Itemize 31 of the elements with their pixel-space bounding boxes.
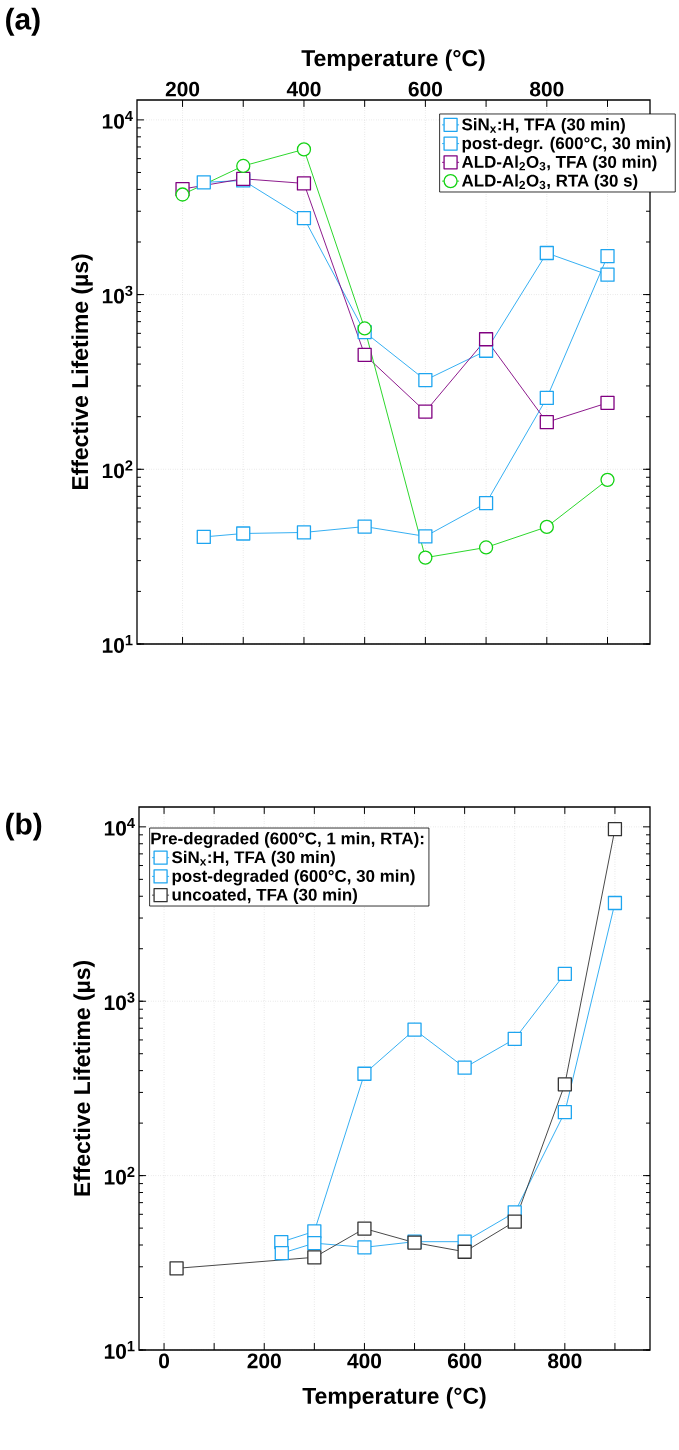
y-tick-label: 10$^{4}$ [102,110,133,129]
legend-label: uncoated, TFA (30 min) [172,888,357,905]
x-tick-label: 200 [165,81,200,97]
x-tick-label: 400 [347,1353,382,1369]
y-axis-title: Effective Lifetime (µs) [71,254,93,490]
legend-label: ALD-Al$_{2}$O$_{3}$, RTA (30 s) [461,174,638,191]
y-tick-label: 10$^{3}$ [104,992,135,1011]
legend-title: Pre-degraded (600°C, 1 min, RTA): [151,832,424,848]
x-axis-title: Temperature (°C) [301,49,485,71]
x-tick-label: 600 [408,81,442,97]
legend-label: ALD-Al$_{2}$O$_{3}$, TFA (30 min) [461,155,657,172]
x-tick-label: 400 [286,81,321,97]
y-tick-label: 10$^{2}$ [102,460,133,479]
x-tick-label: 600 [447,1353,482,1369]
chart-title: (b) [6,812,42,841]
y-axis-title: Effective Lifetime (µs) [73,961,95,1196]
x-tick-label: 800 [548,1353,582,1369]
x-tick-label: 800 [530,81,564,97]
y-tick-label: 10$^{2}$ [104,1166,135,1185]
x-axis-title: Temperature (°C) [302,1387,486,1409]
x-tick-label: 0 [159,1353,170,1369]
legend-label: SiN$_{x}$:H, TFA (30 min) [462,117,625,134]
legend-label: SiN$_{x}$:H, TFA (30 min) [172,850,335,867]
y-tick-label: 10$^{1}$ [104,1341,135,1359]
legend-label: post-degr. (600°C, 30 min) [462,136,671,153]
x-tick-label: 200 [247,1353,281,1369]
legend-label: post-degraded (600°C, 30 min) [172,869,415,886]
chart-title: (a) [6,7,40,36]
y-tick-label: 10$^{1}$ [102,635,133,653]
y-tick-label: 10$^{3}$ [102,285,133,304]
y-tick-label: 10$^{4}$ [104,817,135,836]
